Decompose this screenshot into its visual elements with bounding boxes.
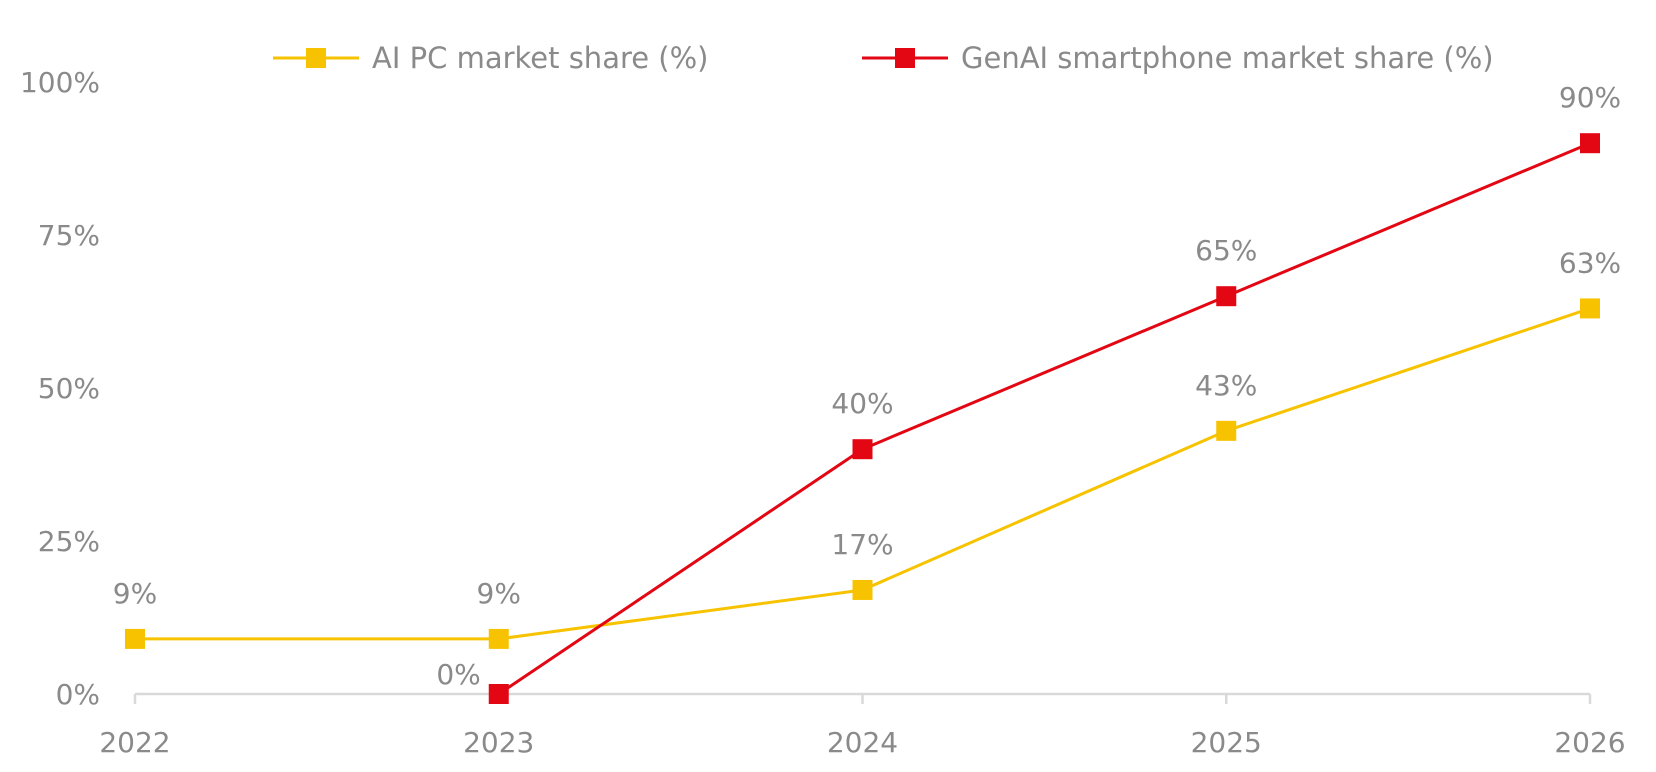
data-point	[1216, 286, 1237, 307]
x-tick-label: 2025	[1191, 726, 1262, 759]
legend-label: AI PC market share (%)	[372, 41, 709, 75]
legend-marker	[895, 48, 915, 68]
y-tick-label: 75%	[38, 219, 100, 252]
x-tick-label: 2026	[1554, 726, 1625, 759]
series-group	[125, 298, 1600, 649]
data-point	[852, 579, 873, 600]
data-point	[488, 628, 509, 649]
series-group	[488, 133, 1600, 704]
data-point	[1580, 298, 1600, 319]
data-label: 9%	[113, 577, 157, 610]
legend-item: AI PC market share (%)	[273, 41, 709, 75]
data-label: 43%	[1195, 369, 1257, 402]
data-point	[488, 684, 509, 704]
data-labels-layer: 9% 9% 17% 43% 63% 0% 40% 65% 90%	[113, 81, 1621, 691]
series-layer	[125, 133, 1600, 704]
x-tick-label: 2023	[463, 726, 534, 759]
data-label: 90%	[1559, 81, 1621, 114]
x-tick-label: 2022	[99, 726, 170, 759]
y-tick-label: 0%	[56, 678, 100, 711]
y-tick-label: 100%	[20, 66, 100, 99]
data-label: 0%	[436, 658, 480, 691]
data-label: 17%	[831, 528, 893, 561]
legend: AI PC market share (%) GenAI smartphone m…	[273, 41, 1494, 75]
y-tick-label: 25%	[38, 525, 100, 558]
data-point	[125, 628, 145, 649]
y-axis: 0% 25% 50% 75% 100%	[20, 66, 100, 711]
data-label: 63%	[1559, 246, 1621, 279]
data-label: 40%	[831, 387, 893, 420]
data-point	[1580, 133, 1600, 154]
legend-item: GenAI smartphone market share (%)	[862, 41, 1494, 75]
x-tick-label: 2024	[827, 726, 898, 759]
data-point	[852, 439, 873, 460]
data-label: 9%	[477, 577, 521, 610]
data-label: 65%	[1195, 234, 1257, 267]
x-axis: 2022 2023 2024 2025 2026	[99, 692, 1626, 759]
data-point	[1216, 420, 1237, 441]
legend-marker	[306, 48, 326, 68]
y-tick-label: 50%	[38, 372, 100, 405]
series-line	[497, 141, 1591, 696]
legend-label: GenAI smartphone market share (%)	[961, 41, 1494, 75]
